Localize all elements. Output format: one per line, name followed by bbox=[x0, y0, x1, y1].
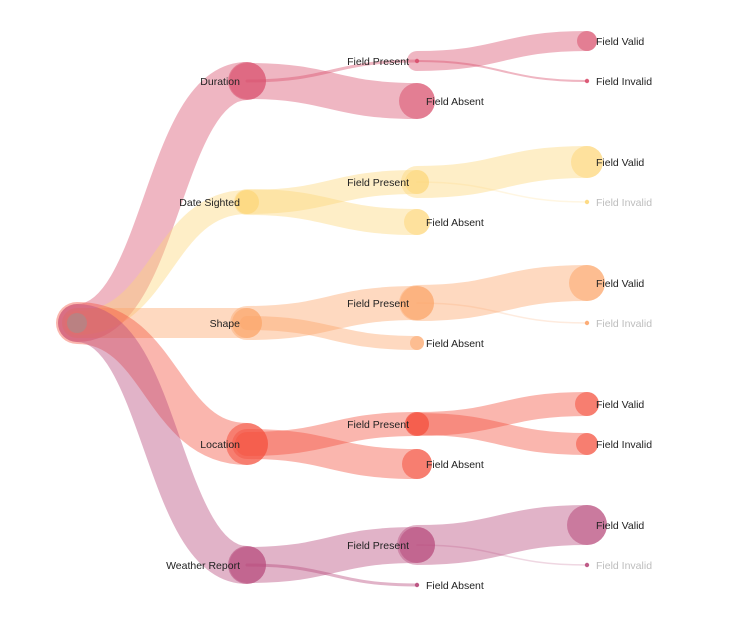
label-weather-absent: Field Absent bbox=[426, 580, 484, 592]
node-location-absent[interactable] bbox=[402, 449, 432, 479]
link-date-invalid bbox=[416, 181, 588, 203]
node-duration[interactable] bbox=[228, 62, 266, 100]
link-date-valid bbox=[401, 146, 603, 198]
link-weather-absent bbox=[245, 563, 419, 587]
link-duration-absent bbox=[229, 63, 435, 119]
node-date-invalid[interactable] bbox=[584, 199, 590, 205]
link-root-location bbox=[56, 302, 268, 465]
link-date-present bbox=[235, 170, 429, 214]
node-shape[interactable] bbox=[232, 308, 262, 338]
node-shape-absent[interactable] bbox=[410, 336, 424, 350]
link-shape-valid bbox=[399, 265, 605, 321]
node-location-valid[interactable] bbox=[575, 392, 599, 416]
label-weather-report: Weather Report bbox=[166, 560, 240, 572]
label-date-valid: Field Valid bbox=[596, 157, 644, 169]
link-date-absent bbox=[234, 189, 430, 235]
node-duration-invalid[interactable] bbox=[584, 78, 590, 84]
node-shape-valid[interactable] bbox=[569, 265, 605, 301]
label-date-sighted: Date Sighted bbox=[179, 197, 240, 209]
node-weather-absent[interactable] bbox=[414, 582, 420, 588]
node-location-present[interactable] bbox=[405, 412, 429, 436]
label-shape-absent: Field Absent bbox=[426, 338, 484, 350]
link-location-valid bbox=[405, 392, 599, 436]
link-duration-invalid bbox=[416, 60, 588, 82]
label-date-absent: Field Absent bbox=[426, 217, 484, 229]
link-shape-absent bbox=[240, 316, 424, 350]
label-location-valid: Field Valid bbox=[596, 399, 644, 411]
label-location-present: Field Present bbox=[347, 419, 409, 431]
link-root-date-sighted bbox=[65, 190, 259, 335]
label-shape-invalid: Field Invalid bbox=[596, 318, 652, 330]
node-weather-invalid[interactable] bbox=[584, 562, 590, 568]
node-shape-present[interactable] bbox=[400, 286, 434, 320]
link-root-duration bbox=[58, 62, 266, 342]
node-date-valid[interactable] bbox=[571, 146, 603, 178]
label-duration-present: Field Present bbox=[347, 56, 409, 68]
label-location-invalid: Field Invalid bbox=[596, 439, 652, 451]
label-date-present: Field Present bbox=[347, 177, 409, 189]
node-duration-absent[interactable] bbox=[399, 83, 435, 119]
label-shape-valid: Field Valid bbox=[596, 278, 644, 290]
link-root-weather-report bbox=[58, 304, 266, 584]
label-duration-valid: Field Valid bbox=[596, 36, 644, 48]
link-duration-valid bbox=[407, 31, 597, 71]
link-shape-present bbox=[230, 286, 434, 340]
node-date-sighted[interactable] bbox=[235, 190, 259, 214]
label-shape: Shape bbox=[210, 318, 241, 330]
node-weather-valid[interactable] bbox=[567, 505, 607, 545]
node-shape-invalid[interactable] bbox=[584, 320, 590, 326]
label-duration-absent: Field Absent bbox=[426, 96, 484, 108]
label-location: Location bbox=[200, 439, 240, 451]
label-date-invalid: Field Invalid bbox=[596, 197, 652, 209]
link-shape-invalid bbox=[416, 302, 588, 324]
node-duration-present[interactable] bbox=[414, 58, 420, 64]
label-duration: Duration bbox=[200, 76, 240, 88]
link-location-present bbox=[235, 412, 429, 456]
tree-nodes bbox=[67, 31, 607, 588]
tree-links bbox=[56, 31, 607, 587]
node-weather-report[interactable] bbox=[228, 546, 266, 584]
link-location-invalid bbox=[406, 413, 598, 455]
link-location-absent bbox=[232, 429, 432, 479]
link-weather-valid bbox=[397, 505, 607, 565]
tree-labels: Duration Field Present Field Valid Field In… bbox=[166, 36, 652, 592]
label-location-absent: Field Absent bbox=[426, 459, 484, 471]
label-weather-invalid: Field Invalid bbox=[596, 560, 652, 572]
label-duration-invalid: Field Invalid bbox=[596, 76, 652, 88]
node-weather-present[interactable] bbox=[399, 527, 435, 563]
label-weather-present: Field Present bbox=[347, 540, 409, 552]
link-duration-present bbox=[245, 59, 419, 83]
node-location-invalid[interactable] bbox=[576, 433, 598, 455]
node-date-absent[interactable] bbox=[404, 209, 430, 235]
label-weather-valid: Field Valid bbox=[596, 520, 644, 532]
node-location[interactable] bbox=[226, 423, 268, 465]
link-weather-present bbox=[229, 527, 435, 583]
label-shape-present: Field Present bbox=[347, 298, 409, 310]
node-duration-valid[interactable] bbox=[577, 31, 597, 51]
root-node[interactable] bbox=[67, 313, 87, 333]
link-weather-invalid bbox=[416, 544, 588, 566]
node-date-present[interactable] bbox=[405, 170, 429, 194]
